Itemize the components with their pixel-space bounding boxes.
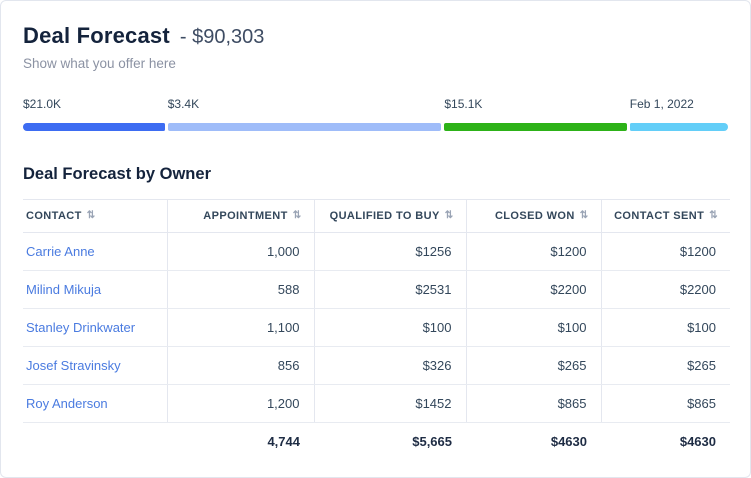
contact-link[interactable]: Stanley Drinkwater	[26, 320, 136, 335]
contact-link[interactable]: Milind Mikuja	[26, 282, 102, 297]
qualified-cell: $1256	[313, 232, 466, 271]
column-label: Closed Won	[494, 210, 575, 222]
appointment-cell: 856	[166, 346, 314, 385]
appointment-cell: 1,100	[166, 308, 314, 347]
column-header-qualified-to-buy[interactable]: Qualified to Buy ⇅	[313, 199, 466, 233]
totals-qualified-cell: $5,665	[412, 434, 452, 449]
contact-link[interactable]: Josef Stravinsky	[26, 358, 121, 373]
page-title: Deal Forecast	[23, 23, 170, 48]
contact-sent-cell: $265	[600, 346, 730, 385]
sort-icon[interactable]: ⇅	[444, 210, 454, 221]
totals-closed-won-cell: $4630	[550, 434, 587, 449]
forecast-total-amount: - $90,303	[179, 26, 265, 48]
progress-segment-qualified: $3.4K	[167, 97, 442, 131]
appointment-cell: 588	[166, 270, 314, 309]
contact-sent-cell: $1200	[600, 232, 730, 271]
column-header-contact[interactable]: Contact ⇅	[23, 199, 167, 233]
segment-label: $15.1K	[444, 97, 483, 111]
contact-sent-cell: $100	[600, 308, 730, 347]
closed-won-cell: $265	[465, 346, 601, 385]
qualified-cell: $2531	[313, 270, 466, 309]
closed-won-cell: $100	[465, 308, 601, 347]
page-subtitle: Show what you offer here	[23, 56, 176, 71]
segment-label: Feb 1, 2022	[629, 97, 694, 111]
closed-won-cell: $1200	[465, 232, 601, 271]
progress-segment-date: Feb 1, 2022	[629, 97, 728, 131]
table-row: Stanley Drinkwater 1,100 $100 $100 $100	[23, 308, 730, 347]
deal-forecast-table: Contact ⇅ Appointment ⇅ Qualified to Buy ⇅ …	[23, 199, 730, 460]
segment-label: $21.0K	[23, 97, 62, 111]
column-label: Qualified to Buy	[329, 210, 440, 222]
sort-icon[interactable]: ⇅	[709, 210, 718, 221]
appointment-cell: 1,000	[166, 232, 314, 271]
segment-bar	[23, 123, 165, 131]
segment-bar	[167, 123, 442, 131]
column-label: Contact Sent	[614, 210, 705, 222]
sort-icon[interactable]: ⇅	[292, 210, 302, 221]
column-label: Contact	[26, 210, 82, 222]
totals-contact-cell	[23, 423, 167, 461]
contact-cell: Josef Stravinsky	[23, 346, 167, 385]
header: Deal Forecast - $90,303	[23, 23, 728, 49]
progress-segment-appointment: $21.0K	[23, 97, 165, 131]
column-header-appointment[interactable]: Appointment ⇅	[166, 199, 314, 233]
totals-contact-sent-cell: $4630	[679, 434, 716, 449]
progress-segment-closed-won: $15.1K	[444, 97, 627, 131]
closed-won-cell: $865	[465, 384, 601, 423]
contact-sent-cell: $865	[600, 384, 730, 423]
qualified-cell: $100	[313, 308, 466, 347]
forecast-progress-bar: $21.0K $3.4K $15.1K Feb 1, 2022	[23, 97, 728, 131]
contact-sent-cell: $2200	[600, 270, 730, 309]
column-header-contact-sent[interactable]: Contact Sent ⇅	[600, 199, 730, 233]
table-row: Roy Anderson 1,200 $1452 $865 $865	[23, 384, 730, 423]
contact-link[interactable]: Roy Anderson	[26, 396, 108, 411]
segment-label: $3.4K	[167, 97, 200, 111]
table-totals-row: 4,744 $5,665 $4630 $4630	[23, 423, 730, 461]
contact-link[interactable]: Carrie Anne	[26, 244, 95, 259]
qualified-cell: $326	[313, 346, 466, 385]
column-label: Appointment	[203, 210, 288, 222]
contact-cell: Milind Mikuja	[23, 270, 167, 309]
closed-won-cell: $2200	[465, 270, 601, 309]
sort-icon[interactable]: ⇅	[86, 210, 96, 221]
sort-icon[interactable]: ⇅	[579, 210, 589, 221]
table-row: Josef Stravinsky 856 $326 $265 $265	[23, 346, 730, 385]
column-header-closed-won[interactable]: Closed Won ⇅	[465, 199, 601, 233]
contact-cell: Carrie Anne	[23, 232, 167, 271]
section-title-deal-forecast-by-owner: Deal Forecast by Owner	[23, 165, 211, 183]
appointment-cell: 1,200	[166, 384, 314, 423]
table-row: Carrie Anne 1,000 $1256 $1200 $1200	[23, 232, 730, 271]
segment-bar	[629, 123, 728, 131]
qualified-cell: $1452	[313, 384, 466, 423]
table-row: Milind Mikuja 588 $2531 $2200 $2200	[23, 270, 730, 309]
contact-cell: Stanley Drinkwater	[23, 308, 167, 347]
totals-appointment-cell: 4,744	[267, 434, 300, 449]
contact-cell: Roy Anderson	[23, 384, 167, 423]
table-header-row: Contact ⇅ Appointment ⇅ Qualified to Buy ⇅ …	[23, 199, 730, 233]
segment-bar	[444, 123, 627, 131]
